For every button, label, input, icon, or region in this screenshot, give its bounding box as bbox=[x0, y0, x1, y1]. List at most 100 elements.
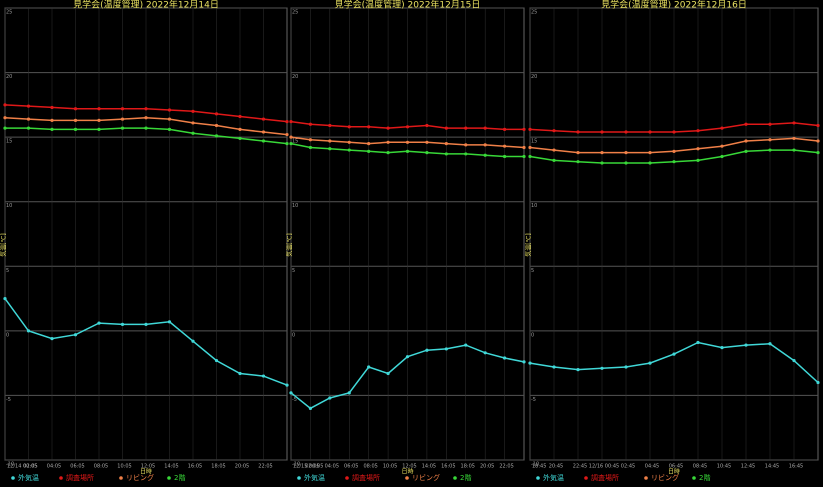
data-point bbox=[425, 140, 429, 144]
data-point bbox=[308, 138, 313, 142]
data-point bbox=[328, 123, 332, 128]
legend-label: 調査場所 bbox=[352, 473, 380, 482]
legend-label: 2階 bbox=[174, 473, 185, 482]
data-point bbox=[483, 126, 487, 130]
legend-label: 2階 bbox=[460, 473, 471, 482]
data-point bbox=[120, 322, 125, 326]
data-point bbox=[120, 126, 125, 130]
data-point bbox=[522, 360, 526, 364]
x-tick-label: 04:05 bbox=[47, 464, 61, 470]
data-point bbox=[214, 134, 219, 138]
y-tick-label: 25 bbox=[531, 10, 537, 16]
data-point bbox=[576, 130, 580, 134]
y-tick-label: -5 bbox=[6, 397, 11, 403]
data-point bbox=[191, 131, 195, 135]
y-tick-label: -10 bbox=[531, 462, 539, 468]
data-point bbox=[214, 358, 219, 363]
x-tick-label: 12:45 bbox=[741, 464, 755, 470]
data-point bbox=[73, 107, 78, 111]
legend-marker bbox=[644, 476, 648, 480]
data-point bbox=[308, 145, 313, 150]
data-point bbox=[386, 371, 390, 376]
y-tick-label: 0 bbox=[531, 332, 534, 338]
y-tick-label: 5 bbox=[531, 268, 534, 274]
x-tick-label: 18:05 bbox=[461, 464, 475, 470]
y-tick-label: 0 bbox=[292, 332, 295, 338]
data-point bbox=[167, 320, 172, 324]
data-point bbox=[768, 148, 772, 152]
chart-title: 見学会(温度管理) 2022年12月16日 bbox=[601, 0, 747, 11]
data-point bbox=[768, 122, 772, 126]
data-point bbox=[696, 158, 700, 162]
y-tick-label: -5 bbox=[292, 397, 297, 403]
data-point bbox=[816, 380, 820, 385]
y-tick-label: 5 bbox=[292, 268, 295, 274]
legend-marker bbox=[453, 476, 457, 480]
data-point bbox=[3, 103, 7, 107]
data-point bbox=[720, 144, 724, 148]
data-point bbox=[328, 147, 332, 151]
data-point bbox=[26, 329, 31, 333]
data-point bbox=[50, 127, 54, 131]
y-axis-label: 気温[℃] bbox=[525, 233, 533, 256]
y-tick-label: 25 bbox=[292, 10, 298, 16]
data-point bbox=[600, 151, 604, 155]
data-point bbox=[483, 153, 487, 157]
data-point bbox=[73, 127, 78, 131]
data-point bbox=[261, 130, 266, 134]
data-point bbox=[386, 140, 390, 144]
data-point bbox=[26, 117, 31, 121]
data-point bbox=[522, 154, 526, 159]
legend-label: 外気温 bbox=[543, 473, 564, 482]
data-point bbox=[464, 343, 468, 347]
data-point bbox=[552, 158, 556, 162]
y-axis-label: 気温[℃] bbox=[0, 233, 8, 256]
legend-marker bbox=[297, 476, 301, 480]
data-point bbox=[816, 151, 820, 155]
legend-marker bbox=[59, 476, 63, 480]
data-point bbox=[528, 361, 532, 365]
data-point bbox=[289, 142, 293, 146]
y-tick-label: 15 bbox=[6, 139, 12, 145]
x-tick-label: 04:05 bbox=[325, 464, 339, 470]
data-point bbox=[238, 371, 242, 376]
data-point bbox=[816, 123, 820, 128]
data-point bbox=[444, 142, 448, 146]
data-point bbox=[144, 322, 148, 326]
data-point bbox=[238, 136, 242, 141]
data-point bbox=[285, 383, 289, 387]
data-point bbox=[347, 148, 351, 152]
data-point bbox=[672, 130, 676, 134]
data-point bbox=[502, 127, 507, 131]
data-point bbox=[792, 358, 796, 363]
chart-title: 見学会(温度管理) 2022年12月14日 bbox=[73, 0, 219, 11]
x-tick-label: 16:45 bbox=[789, 464, 803, 470]
y-tick-label: 20 bbox=[292, 74, 298, 80]
data-point bbox=[696, 340, 700, 345]
data-point bbox=[624, 161, 628, 165]
data-point bbox=[367, 125, 371, 129]
x-tick-label: 06:05 bbox=[344, 464, 358, 470]
data-point bbox=[120, 117, 125, 121]
y-tick-label: 5 bbox=[6, 268, 9, 274]
x-tick-label: 22:05 bbox=[258, 464, 272, 470]
data-point bbox=[624, 130, 628, 134]
y-tick-label: 15 bbox=[531, 139, 537, 145]
data-point bbox=[502, 144, 507, 148]
data-point bbox=[672, 352, 676, 356]
data-point bbox=[167, 108, 172, 112]
legend-label: リビング bbox=[126, 473, 154, 482]
x-tick-label: 12:05 bbox=[402, 464, 416, 470]
legend-label: 調査場所 bbox=[591, 473, 619, 482]
data-point bbox=[425, 348, 429, 352]
data-point bbox=[792, 148, 796, 152]
data-point bbox=[3, 126, 7, 130]
data-point bbox=[744, 149, 748, 153]
x-tick-label: 12/15 00:05 bbox=[293, 464, 323, 470]
data-point bbox=[214, 123, 219, 128]
x-tick-label: 10:05 bbox=[117, 464, 131, 470]
legend-marker bbox=[405, 476, 409, 480]
data-point bbox=[464, 152, 468, 156]
